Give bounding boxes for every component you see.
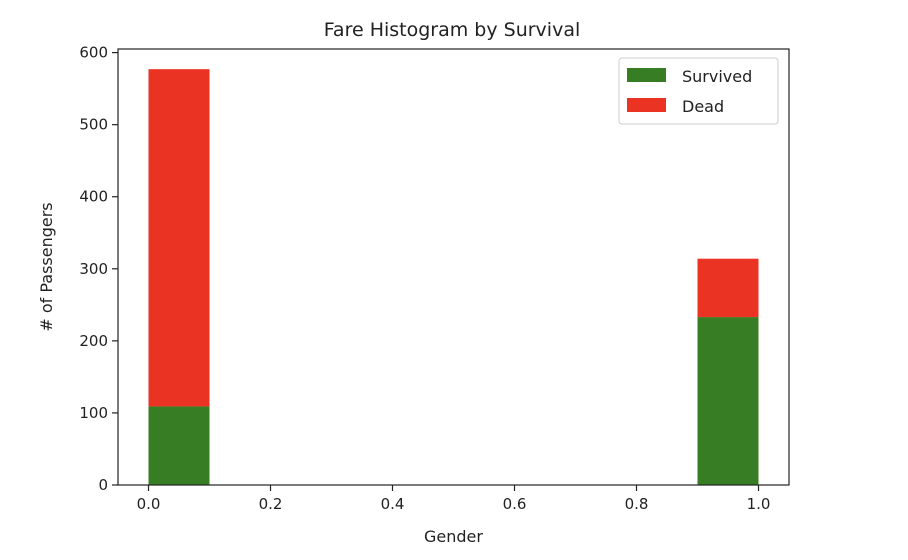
y-ticks-group: 0 100 200 300 400 500 600 bbox=[79, 44, 118, 494]
y-tick-label: 500 bbox=[79, 116, 108, 134]
x-tick-label: 0.0 bbox=[137, 495, 161, 513]
chart-title: Fare Histogram by Survival bbox=[324, 19, 581, 41]
x-axis-label: Gender bbox=[424, 527, 483, 546]
legend-label-dead: Dead bbox=[682, 97, 724, 116]
x-tick-label: 1.0 bbox=[747, 495, 771, 513]
y-tick-label: 100 bbox=[79, 404, 108, 422]
bar-dead-1 bbox=[697, 258, 759, 318]
x-tick-label: 0.2 bbox=[259, 495, 283, 513]
legend: Survived Dead bbox=[618, 57, 779, 125]
legend-swatch-survived bbox=[627, 68, 666, 82]
y-axis-label: # of Passengers bbox=[37, 202, 56, 331]
y-tick-label: 300 bbox=[79, 260, 108, 278]
y-tick-label: 200 bbox=[79, 332, 108, 350]
plot-frame bbox=[117, 48, 790, 486]
bar-survived-1 bbox=[697, 317, 759, 485]
x-ticks-group: 0.0 0.2 0.4 0.6 0.8 1.0 bbox=[137, 485, 771, 513]
bar-dead-0 bbox=[148, 69, 210, 407]
x-tick-label: 0.4 bbox=[381, 495, 405, 513]
x-tick-label: 0.8 bbox=[625, 495, 649, 513]
bar-survived-0 bbox=[148, 406, 210, 485]
bars-group bbox=[148, 69, 759, 485]
y-tick-label: 0 bbox=[98, 476, 108, 494]
y-tick-label: 600 bbox=[79, 44, 108, 62]
legend-label-survived: Survived bbox=[682, 67, 752, 86]
y-tick-label: 400 bbox=[79, 188, 108, 206]
legend-swatch-dead bbox=[627, 98, 666, 112]
x-tick-label: 0.6 bbox=[503, 495, 527, 513]
